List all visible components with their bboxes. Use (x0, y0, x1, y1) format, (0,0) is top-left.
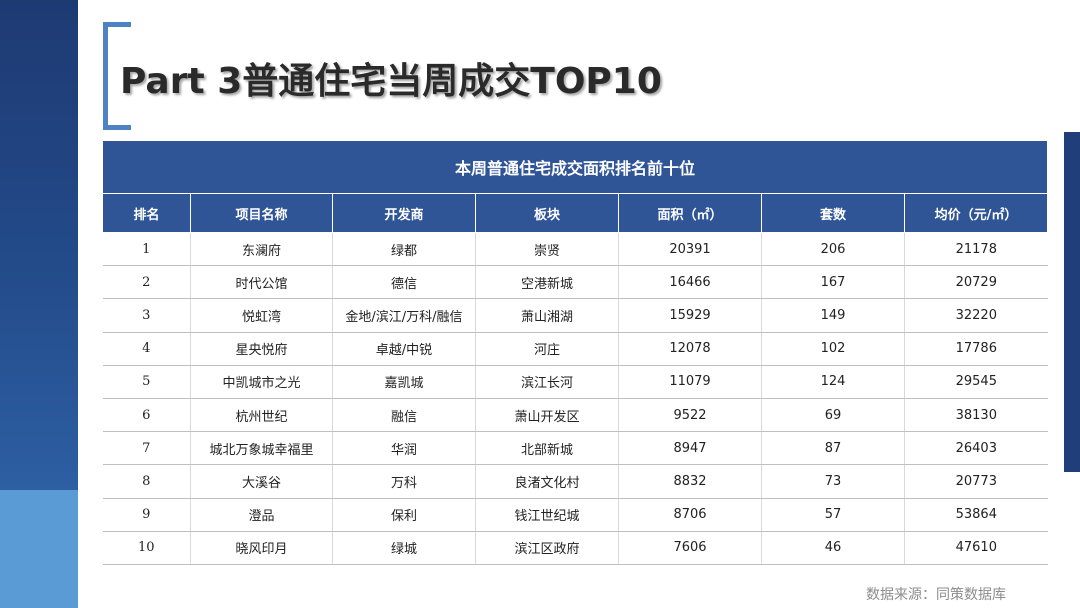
area-cell: 8947 (618, 431, 762, 466)
district-cell: 钱江世纪城 (475, 498, 619, 532)
table-row: 9 澄品 保利 钱江世纪城 8706 57 53864 (102, 498, 1048, 532)
district-cell: 空港新城 (475, 265, 619, 300)
rank-cell: 1 (102, 232, 191, 267)
developer-cell: 万科 (332, 464, 476, 499)
table-row: 3 悦虹湾 金地/滨江/万科/融信 萧山湘湖 15929 149 32220 (102, 298, 1048, 333)
left-decor-bar-dark (0, 0, 78, 490)
avg-price-cell: 38130 (904, 398, 1048, 433)
table-row: 7 城北万象城幸福里 华润 北部新城 8947 87 26403 (102, 431, 1048, 466)
rank-cell: 8 (102, 464, 191, 499)
table-caption-row: 本周普通住宅成交面积排名前十位 (101, 140, 1049, 194)
units-cell: 46 (761, 531, 905, 565)
units-cell: 73 (761, 464, 905, 499)
rank-cell: 7 (102, 431, 191, 466)
project-name-cell: 中凯城市之光 (190, 365, 333, 399)
project-name-cell: 星央悦府 (190, 332, 333, 366)
table-row: 6 杭州世纪 融信 萧山开发区 9522 69 38130 (102, 398, 1048, 433)
project-name-cell: 悦虹湾 (190, 298, 333, 333)
avg-price-cell: 20729 (904, 265, 1048, 300)
project-name-cell: 大溪谷 (190, 464, 333, 499)
table-row: 4 星央悦府 卓越/中锐 河庄 12078 102 17786 (102, 332, 1048, 366)
area-cell: 7606 (618, 531, 762, 565)
area-cell: 20391 (618, 232, 762, 267)
header-district: 板块 (475, 193, 619, 233)
developer-cell: 保利 (332, 498, 476, 532)
district-cell: 崇贤 (475, 232, 619, 267)
avg-price-cell: 26403 (904, 431, 1048, 466)
avg-price-cell: 47610 (904, 531, 1048, 565)
rank-cell: 4 (102, 332, 191, 366)
units-cell: 69 (761, 398, 905, 433)
avg-price-cell: 53864 (904, 498, 1048, 532)
district-cell: 良渚文化村 (475, 464, 619, 499)
rank-cell: 9 (102, 498, 191, 532)
table-row: 10 晓风印月 绿城 滨江区政府 7606 46 47610 (102, 531, 1048, 565)
header-project-name: 项目名称 (190, 193, 333, 233)
area-cell: 15929 (618, 298, 762, 333)
page-title: Part 3普通住宅当周成交TOP10 (120, 61, 662, 102)
table-row: 5 中凯城市之光 嘉凯城 滨江长河 11079 124 29545 (102, 365, 1048, 399)
header-units: 套数 (761, 193, 905, 233)
area-cell: 11079 (618, 365, 762, 399)
project-name-cell: 澄品 (190, 498, 333, 532)
ranking-table-container: 本周普通住宅成交面积排名前十位 排名 项目名称 开发商 板块 面积（㎡） 套数 … (101, 140, 1049, 565)
project-name-cell: 时代公馆 (190, 265, 333, 300)
units-cell: 102 (761, 332, 905, 366)
developer-cell: 德信 (332, 265, 476, 300)
area-cell: 12078 (618, 332, 762, 366)
units-cell: 87 (761, 431, 905, 466)
developer-cell: 融信 (332, 398, 476, 433)
developer-cell: 卓越/中锐 (332, 332, 476, 366)
area-cell: 8832 (618, 464, 762, 499)
header-area: 面积（㎡） (618, 193, 762, 233)
units-cell: 206 (761, 232, 905, 267)
developer-cell: 绿都 (332, 232, 476, 267)
avg-price-cell: 21178 (904, 232, 1048, 267)
ranking-table: 本周普通住宅成交面积排名前十位 排名 项目名称 开发商 板块 面积（㎡） 套数 … (101, 140, 1049, 565)
table-row: 2 时代公馆 德信 空港新城 16466 167 20729 (102, 265, 1048, 300)
header-avg-price: 均价（元/㎡） (903, 193, 1049, 233)
header-rank: 排名 (102, 193, 191, 233)
table-row: 8 大溪谷 万科 良渚文化村 8832 73 20773 (102, 464, 1048, 499)
project-name-cell: 杭州世纪 (190, 398, 333, 433)
avg-price-cell: 17786 (904, 332, 1048, 366)
units-cell: 149 (761, 298, 905, 333)
district-cell: 滨江区政府 (475, 531, 619, 565)
district-cell: 萧山湘湖 (475, 298, 619, 333)
avg-price-cell: 29545 (904, 365, 1048, 399)
header-developer: 开发商 (332, 193, 476, 233)
rank-cell: 2 (102, 265, 191, 300)
developer-cell: 嘉凯城 (332, 365, 476, 399)
area-cell: 16466 (618, 265, 762, 300)
project-name-cell: 东澜府 (190, 232, 333, 267)
table-row: 1 东澜府 绿都 崇贤 20391 206 21178 (102, 232, 1048, 267)
project-name-cell: 晓风印月 (190, 531, 333, 565)
rank-cell: 5 (102, 365, 191, 399)
units-cell: 167 (761, 265, 905, 300)
district-cell: 河庄 (475, 332, 619, 366)
rank-cell: 3 (102, 298, 191, 333)
source-note: 数据来源：同策数据库 (866, 587, 1006, 603)
right-decor-bar (1064, 132, 1080, 472)
district-cell: 北部新城 (475, 431, 619, 466)
avg-price-cell: 20773 (904, 464, 1048, 499)
project-name-cell: 城北万象城幸福里 (190, 431, 333, 466)
title-bracket-decor (103, 22, 131, 130)
left-decor-bar-light (0, 490, 78, 608)
units-cell: 124 (761, 365, 905, 399)
units-cell: 57 (761, 498, 905, 532)
developer-cell: 华润 (332, 431, 476, 466)
area-cell: 9522 (618, 398, 762, 433)
rank-cell: 10 (102, 531, 191, 565)
table-header-row: 排名 项目名称 开发商 板块 面积（㎡） 套数 均价（元/㎡） (102, 193, 1049, 233)
developer-cell: 金地/滨江/万科/融信 (332, 298, 476, 333)
table-caption: 本周普通住宅成交面积排名前十位 (101, 140, 1049, 194)
table-body: 1 东澜府 绿都 崇贤 20391 206 21178 2 时代公馆 德信 空港新城 16466 167… (102, 232, 1048, 565)
district-cell: 滨江长河 (475, 365, 619, 399)
avg-price-cell: 32220 (904, 298, 1048, 333)
area-cell: 8706 (618, 498, 762, 532)
rank-cell: 6 (102, 398, 191, 433)
developer-cell: 绿城 (332, 531, 476, 565)
district-cell: 萧山开发区 (475, 398, 619, 433)
